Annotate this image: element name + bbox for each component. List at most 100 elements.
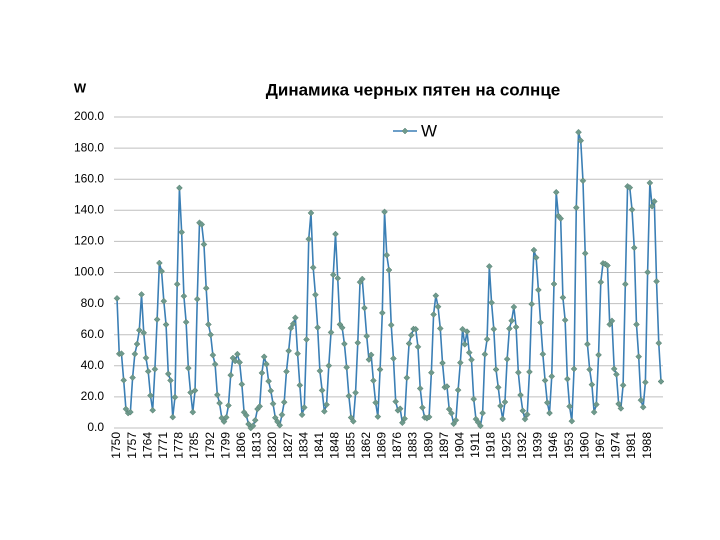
data-point [287, 324, 295, 332]
data-point [258, 369, 266, 377]
data-point [354, 339, 362, 347]
data-point [637, 396, 645, 404]
data-point [327, 329, 335, 336]
data-point [499, 415, 507, 423]
data-point [655, 339, 663, 347]
data-point [265, 377, 272, 385]
data-point [242, 412, 250, 419]
data-point [539, 350, 547, 358]
data-point [307, 209, 315, 217]
x-tick-label: 1771 [156, 432, 170, 459]
x-tick-label: 1855 [343, 432, 357, 459]
data-point [568, 417, 576, 425]
data-point [557, 215, 565, 222]
data-point [526, 368, 533, 376]
x-tick-label: 1806 [234, 432, 248, 459]
data-point [316, 367, 324, 375]
data-point [305, 235, 313, 243]
data-point [521, 415, 529, 423]
data-point [138, 291, 145, 298]
data-point [352, 389, 359, 397]
data-point [434, 303, 442, 311]
data-point [543, 399, 551, 407]
data-point [490, 325, 498, 333]
data-point [345, 392, 353, 400]
data-point [552, 188, 560, 196]
data-point [412, 325, 420, 333]
data-point [131, 350, 139, 358]
data-point [416, 385, 424, 392]
data-point [151, 365, 159, 373]
data-point [325, 362, 333, 369]
data-point [608, 317, 616, 325]
data-point [635, 353, 643, 360]
data-point [492, 366, 500, 373]
y-tick-label: 120.0 [74, 234, 104, 248]
data-point [213, 391, 221, 399]
chart-title: Динамика черных пятен на солнце [266, 80, 560, 99]
data-point [127, 408, 134, 416]
data-point [263, 360, 270, 368]
data-point [528, 300, 536, 308]
data-point [222, 414, 230, 421]
data-point [407, 331, 415, 339]
y-tick-label: 80.0 [81, 296, 105, 310]
data-point [590, 408, 598, 416]
data-point [164, 370, 172, 378]
x-tick-label: 1778 [172, 432, 186, 459]
data-point [171, 393, 179, 401]
data-point [642, 378, 649, 386]
data-point [566, 403, 573, 410]
data-point [182, 318, 190, 326]
data-point [323, 401, 330, 409]
data-point [510, 303, 518, 311]
data-point [432, 292, 440, 300]
data-point [459, 325, 466, 333]
x-tick-label: 1799 [218, 432, 232, 459]
data-point [216, 399, 223, 407]
data-point [430, 311, 437, 318]
data-point [517, 391, 524, 399]
x-tick-label: 1953 [562, 432, 576, 459]
y-tick-label: 20.0 [81, 389, 105, 403]
data-point [236, 359, 243, 366]
data-point [167, 377, 174, 384]
data-point [178, 228, 186, 236]
data-point [454, 386, 462, 394]
data-point [162, 321, 170, 328]
data-point [153, 316, 161, 323]
data-point [414, 343, 422, 351]
x-tick-label: 1876 [390, 432, 404, 459]
data-point [343, 364, 350, 371]
x-tick-label: 1974 [609, 432, 623, 459]
data-point [296, 381, 304, 389]
data-point [392, 398, 400, 405]
x-tick-label: 1967 [593, 432, 607, 459]
data-point [588, 381, 596, 388]
data-point [396, 405, 404, 413]
data-point [269, 400, 277, 408]
data-point [370, 377, 377, 384]
data-point [234, 350, 241, 358]
data-point [193, 295, 201, 303]
data-point [508, 317, 515, 325]
data-point [200, 241, 208, 248]
data-point [494, 384, 502, 391]
data-point [378, 309, 386, 317]
y-tick-label: 180.0 [74, 140, 104, 154]
data-point [267, 387, 275, 395]
x-tick-label: 1911 [468, 432, 482, 458]
data-point [211, 360, 219, 368]
data-point [173, 280, 181, 288]
x-tick-label: 1960 [577, 432, 591, 459]
data-point [225, 402, 232, 409]
data-point [309, 264, 317, 271]
legend: W [393, 121, 437, 140]
data-point [381, 208, 388, 216]
data-point [628, 206, 636, 214]
data-point [278, 411, 286, 419]
data-point [519, 407, 527, 415]
data-point [501, 398, 509, 406]
legend-marker [401, 127, 409, 135]
data-point [575, 128, 582, 136]
